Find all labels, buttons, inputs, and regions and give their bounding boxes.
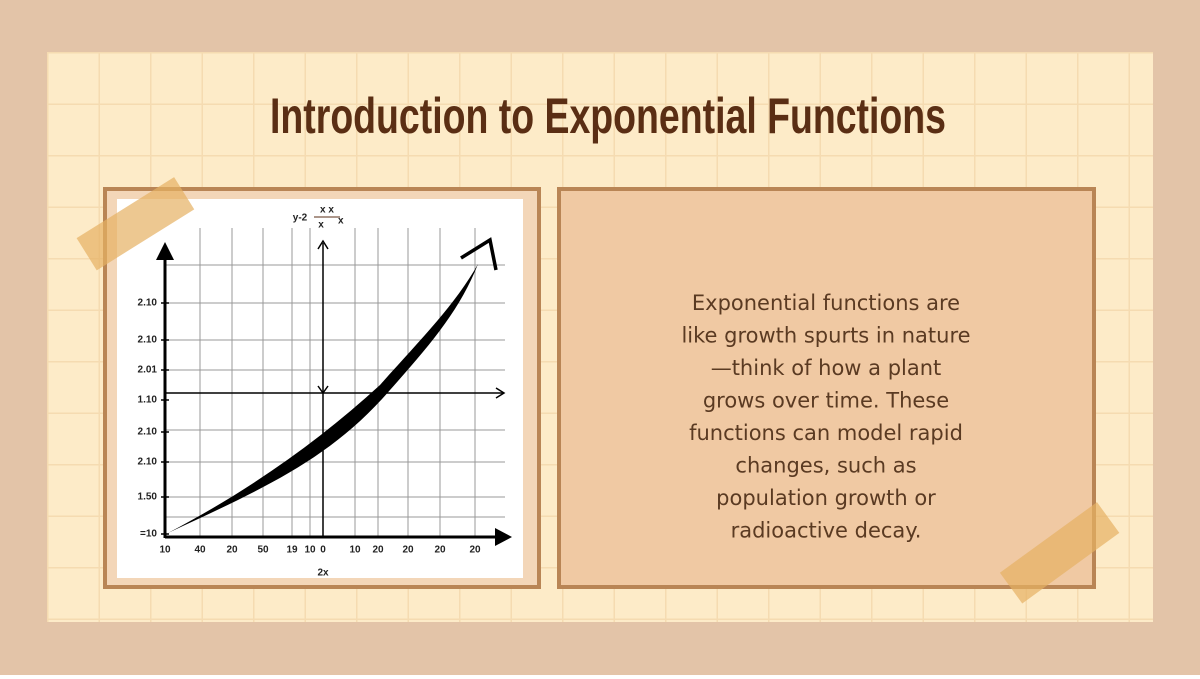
- x-tick-label: 0: [320, 545, 326, 556]
- x-tick-label: 19: [286, 545, 298, 556]
- x-tick-label: 50: [257, 545, 269, 556]
- body-line: grows over time. These: [703, 389, 949, 413]
- body-line: population growth or: [716, 486, 936, 510]
- formula: x: [338, 216, 344, 227]
- x-tick-label: 20: [434, 545, 446, 556]
- x-tick-label: 40: [194, 545, 206, 556]
- arrow: [495, 528, 512, 546]
- y-tick-label: 2.01: [138, 365, 158, 376]
- arrow: [156, 242, 174, 260]
- body-text: Exponential functions are like growth spu…: [681, 291, 970, 543]
- y-tick-label: 2.10: [138, 298, 158, 309]
- x-tick-label: 20: [402, 545, 414, 556]
- x-tick-label: 10: [304, 545, 316, 556]
- body-line: changes, such as: [735, 454, 916, 478]
- x-tick-label: 20: [226, 545, 238, 556]
- y-tick-label: 1.50: [138, 492, 158, 503]
- body-line: —think of how a plant: [711, 356, 942, 380]
- curve-tip: [460, 237, 498, 271]
- tape: [76, 177, 195, 271]
- y-tick-label: 2.10: [138, 427, 158, 438]
- y-tick-label: 1.10: [138, 395, 158, 406]
- body-line: functions can model rapid: [689, 421, 963, 445]
- y-tick-label: 2.10: [138, 457, 158, 468]
- tape: [999, 502, 1120, 604]
- y-tick-label: 2.10: [138, 335, 158, 346]
- formula: x: [318, 220, 324, 231]
- x-tick-label: 10: [159, 545, 171, 556]
- body-line: Exponential functions are: [692, 291, 960, 315]
- title: Introduction to Exponential Functions: [270, 88, 946, 144]
- x-tick-label: 10: [349, 545, 361, 556]
- body-line: radioactive decay.: [731, 519, 922, 543]
- x-tick-label: 20: [372, 545, 384, 556]
- x-tick-label: 20: [469, 545, 481, 556]
- y-tick-label: =10: [140, 529, 157, 540]
- x-axis-label: 2x: [317, 568, 329, 579]
- text-box: [557, 187, 1096, 589]
- arrow: [495, 387, 506, 399]
- formula: y-2: [293, 213, 308, 224]
- body-line: like growth spurts in nature: [681, 324, 970, 348]
- formula: x x: [320, 205, 334, 216]
